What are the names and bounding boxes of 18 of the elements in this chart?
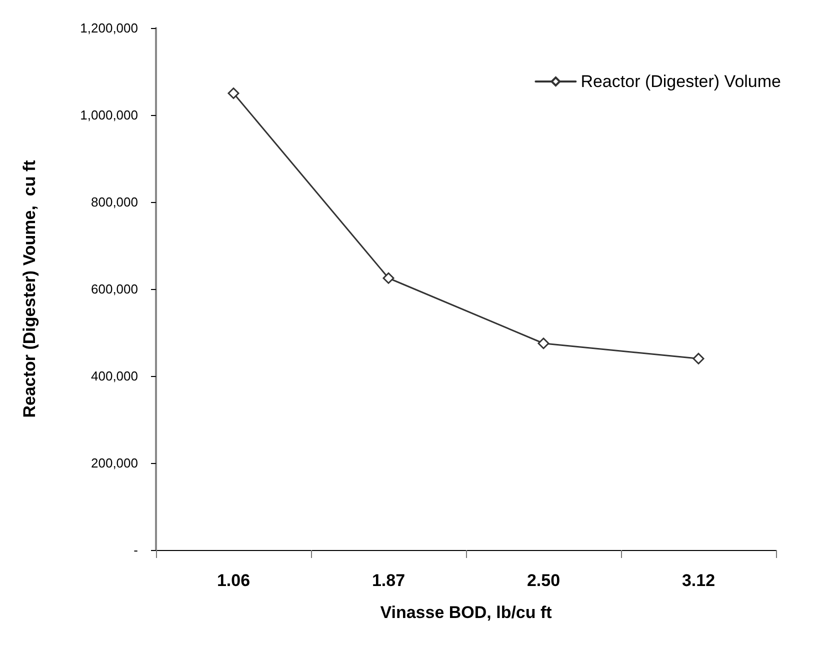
y-tick-label: 1,000,000 — [80, 108, 138, 122]
y-tick-label: 200,000 — [91, 456, 138, 470]
y-tick-label: 800,000 — [91, 194, 138, 210]
x-tick-label: 3.12 — [682, 571, 716, 590]
y-tick-label: 400,000 — [91, 368, 138, 384]
point — [228, 88, 240, 99]
y-tick-label: - — [134, 542, 138, 558]
x-tick-label: 1.87 — [372, 571, 406, 590]
x-axis-title: Vinasse BOD, lb/cu ft — [380, 603, 552, 622]
x-tick-label: 2.50 — [526, 571, 560, 590]
legend-label: Reactor (Digester) Volume — [580, 72, 782, 91]
point — [538, 338, 550, 350]
y-axis-title: Reactor (Digester) Voume, cu ft — [20, 160, 39, 418]
y-tick-label: 600,000 — [91, 282, 138, 296]
point — [692, 352, 704, 364]
y-tick-label: 1,200,000 — [80, 20, 138, 36]
x-tick-label: 1.06 — [216, 571, 250, 590]
point — [382, 272, 394, 284]
